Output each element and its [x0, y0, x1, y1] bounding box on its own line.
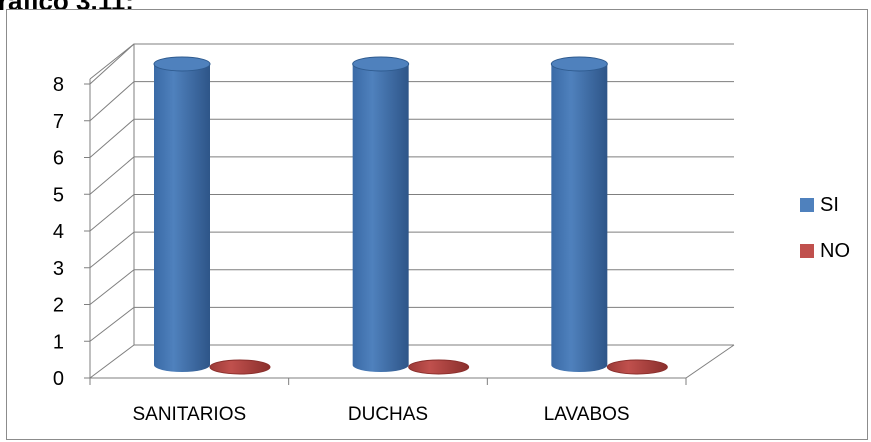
- legend-label-no: NO: [820, 240, 850, 262]
- gridlines: [89, 43, 734, 379]
- x-category-label: LAVABOS: [544, 404, 630, 425]
- legend-swatch-si: [800, 198, 814, 212]
- y-tick-label: 2: [53, 295, 64, 317]
- y-tick-labels: 0 1 2 3 4 5 6 7 8: [53, 74, 64, 390]
- bar-no-duchas: [408, 359, 470, 375]
- legend-label-si: SI: [820, 194, 839, 216]
- bar-cap: [153, 56, 211, 72]
- x-category-labels: SANITARIOS DUCHAS LAVABOS: [132, 404, 629, 425]
- y-tick-label: 8: [53, 74, 64, 96]
- y-tick-label: 1: [53, 331, 64, 353]
- bars: [153, 56, 668, 375]
- x-category-label: SANITARIOS: [132, 404, 246, 425]
- bar-cap: [352, 56, 410, 72]
- y-tick-label: 6: [53, 148, 64, 170]
- y-tick-label: 7: [53, 111, 64, 133]
- y-tick-label: 5: [53, 184, 64, 206]
- y-tick-label: 3: [53, 258, 64, 280]
- side-wall: [90, 44, 134, 378]
- bar-no-lavabos: [606, 359, 668, 375]
- legend-swatch-no: [800, 244, 814, 258]
- x-category-label: DUCHAS: [348, 404, 428, 425]
- bar-si-sanitarios: [154, 64, 210, 372]
- y-tick-label: 4: [53, 221, 64, 243]
- legend: SI NO: [800, 194, 850, 262]
- bar-no-sanitarios: [209, 359, 271, 375]
- bar-cap: [550, 56, 608, 72]
- bar-si-lavabos: [551, 64, 608, 373]
- axes: [84, 79, 735, 385]
- bar-si-duchas: [352, 64, 409, 373]
- y-tick-label: 0: [53, 368, 64, 390]
